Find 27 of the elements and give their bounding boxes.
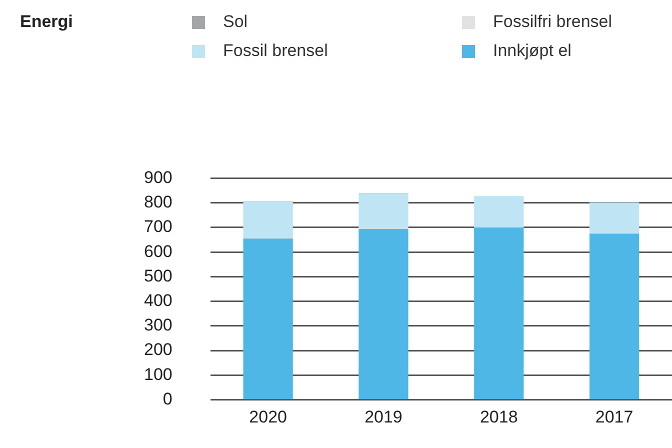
y-tick-label: 300 [144, 316, 172, 335]
legend-label: Sol [223, 12, 248, 32]
legend-label: Fossilfri brensel [493, 12, 612, 32]
y-tick-label: 900 [144, 168, 172, 187]
bar [589, 202, 640, 234]
y-tick-label: 400 [144, 291, 172, 310]
x-tick-label: 2019 [364, 408, 402, 427]
bar [243, 238, 293, 400]
y-tick-label: 200 [144, 340, 172, 360]
y-tick-label: 700 [144, 217, 172, 236]
x-tick-label: 2017 [595, 408, 634, 427]
bar [243, 202, 293, 238]
y-tick-label: 0 [162, 389, 172, 408]
x-tick-label: 2020 [249, 408, 287, 427]
y-tick-label: 100 [144, 364, 172, 384]
bar [474, 228, 524, 400]
bar [474, 196, 524, 228]
bar [358, 194, 408, 228]
y-tick-label: 800 [144, 192, 172, 212]
y-tick-label: 500 [144, 266, 172, 286]
bar [358, 228, 408, 400]
legend-label: Innkjøpt el [493, 41, 572, 61]
x-tick-label: 2018 [480, 408, 518, 427]
y-tick-label: 600 [144, 242, 172, 261]
legend-label: Fossil brensel [223, 41, 328, 61]
bar [589, 234, 640, 400]
text: Energi [20, 12, 73, 32]
